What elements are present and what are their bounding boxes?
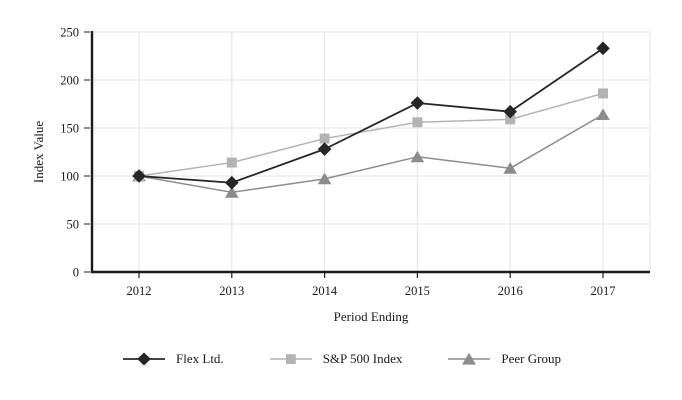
x-tick-label: 2017: [591, 284, 616, 298]
legend-label-flex-ltd: Flex Ltd.: [176, 351, 224, 366]
triangle-marker: [596, 108, 610, 120]
y-tick-label: 100: [60, 170, 79, 184]
diamond-marker: [225, 175, 239, 190]
x-tick-label: 2013: [219, 284, 244, 298]
triangle-marker: [225, 186, 239, 198]
x-tick-label: 2012: [127, 284, 152, 298]
triangle-marker-icon: [462, 352, 477, 365]
legend-label-sp500: S&P 500 Index: [322, 351, 403, 366]
square-marker: [505, 114, 516, 125]
diamond-marker: [132, 169, 146, 183]
legend-item-sp500: S&P 500 Index: [268, 351, 403, 367]
y-tick-label: 150: [60, 122, 79, 136]
diamond-marker: [410, 96, 425, 110]
series-line-s-p-500-index: [138, 92, 604, 177]
y-tick-label: 50: [67, 218, 80, 232]
x-tick-label: 2016: [498, 284, 523, 298]
square-marker: [319, 133, 330, 144]
chart-legend: Flex Ltd. S&P 500 Index Peer Group: [0, 351, 682, 367]
y-tick-label: 250: [60, 26, 79, 40]
y-tick-label: 0: [73, 266, 79, 280]
peer-triangle-line-icon: [448, 352, 491, 365]
square-marker: [226, 157, 237, 168]
legend-label-peer-group: Peer Group: [501, 351, 561, 366]
square-marker-icon: [285, 354, 296, 364]
legend-item-flex-ltd: Flex Ltd.: [121, 351, 224, 367]
triangle-marker: [503, 162, 517, 174]
diamond-marker: [596, 41, 610, 56]
sp500-square-line-icon: [269, 354, 312, 364]
y-tick-label: 200: [60, 74, 79, 88]
square-marker: [412, 117, 423, 128]
flex-diamond-line-icon: [123, 352, 166, 366]
series-line-peer-group: [138, 113, 604, 194]
legend-item-peer-group: Peer Group: [446, 351, 561, 367]
diamond-marker: [503, 104, 517, 119]
square-marker: [598, 88, 608, 99]
diamond-marker: [317, 142, 332, 156]
x-tick-label: 2015: [405, 284, 430, 298]
y-axis-title: Index Value: [31, 120, 46, 184]
x-tick-label: 2014: [312, 284, 338, 298]
x-axis-title: Period Ending: [333, 309, 409, 324]
line-chart-canvas: 0 50 100 150 200 250 2012 2013 2014 2015 2016 2017: [60, 26, 651, 298]
triangle-marker: [410, 150, 425, 163]
triangle-marker: [317, 172, 332, 185]
series-line-flex-ltd-: [138, 47, 604, 184]
diamond-marker-icon: [137, 352, 151, 366]
